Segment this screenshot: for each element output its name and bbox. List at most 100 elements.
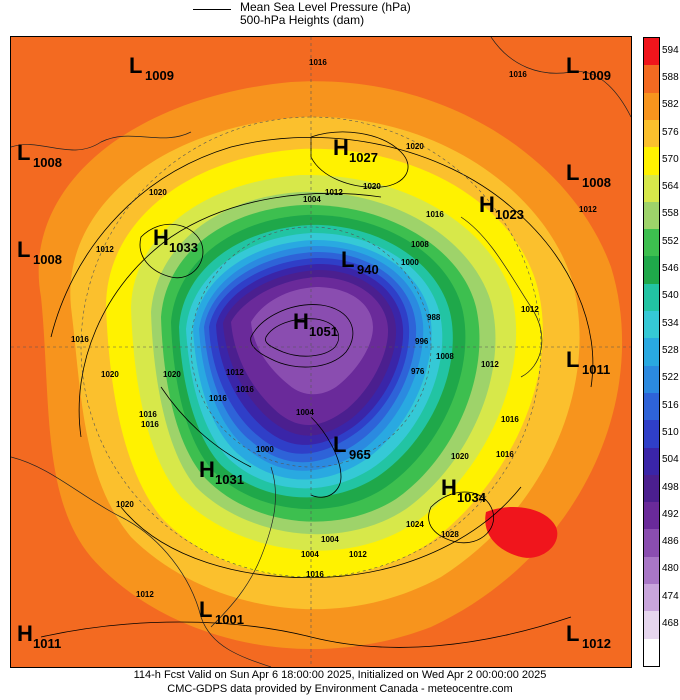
colorbar-swatch: [644, 447, 659, 475]
colorbar-swatch: [644, 556, 659, 585]
colorbar-swatch: [644, 311, 659, 339]
isobar-value-label: 1016: [509, 70, 527, 79]
isobar-value-label: 1024: [406, 520, 424, 529]
isobar-value-label: 1020: [116, 500, 134, 509]
colorbar-label: 582: [662, 99, 679, 111]
colorbar-label: 492: [662, 508, 679, 520]
low-1008-w2-letter: L: [17, 237, 30, 262]
isobar-value-label: 1004: [303, 195, 321, 204]
colorbar-swatch: [644, 638, 659, 666]
coastline: [11, 131, 192, 151]
low-1001-value: 1001: [215, 612, 244, 627]
isobar-value-label: 1020: [149, 188, 167, 197]
isobar-value-label: 1012: [226, 368, 244, 377]
map-footer: 114-h Fcst Valid on Sun Apr 6 18:00:00 2…: [0, 668, 680, 696]
low-1008-e-value: 1008: [582, 175, 611, 190]
isobar-value-label: 1020: [163, 370, 181, 379]
colorbar-label: 594: [662, 44, 679, 56]
high-1051-letter: H: [293, 309, 309, 334]
colorbar-swatch: [644, 611, 659, 639]
low-1008-e-letter: L: [566, 160, 579, 185]
high-1027-value: 1027: [349, 150, 378, 165]
legend-mslp-label: Mean Sea Level Pressure (hPa): [240, 0, 411, 14]
colorbar-swatch: [644, 474, 659, 503]
isobar-value-label: 1012: [579, 205, 597, 214]
isobar-value-label: 1016: [209, 394, 227, 403]
isobar-value-label: 1012: [349, 550, 367, 559]
isobar-value-label: 1016: [496, 450, 514, 459]
colorbar-label: 558: [662, 208, 679, 220]
data-credit-text: CMC-GDPS data provided by Environment Ca…: [167, 683, 513, 695]
colorbar-swatch: [644, 229, 659, 257]
colorbar-swatch: [644, 65, 659, 93]
map-legend-header: Mean Sea Level Pressure (hPa) 500-hPa He…: [0, 0, 680, 34]
height-colorbar: [643, 37, 660, 667]
isobar-value-label: 1004: [301, 550, 319, 559]
isobar-value-label: 1000: [401, 258, 419, 267]
high-1034-letter: H: [441, 475, 457, 500]
isobar-line: [160, 386, 252, 468]
coastlines: [11, 37, 631, 667]
isobar-value-label: 1012: [96, 245, 114, 254]
colorbar-swatch: [644, 147, 659, 175]
colorbar-swatch: [644, 256, 659, 284]
isobar-value-label: 1020: [363, 182, 381, 191]
high-1031-letter: H: [199, 457, 215, 482]
isobar-value-label: 1020: [406, 142, 424, 151]
high-1027-letter: H: [333, 135, 349, 160]
colorbar-label: 498: [662, 481, 679, 493]
isobar-value-label: 1028: [441, 530, 459, 539]
isobar-value-label: 1016: [236, 385, 254, 394]
low-940-value: 940: [357, 262, 379, 277]
colorbar-label: 480: [662, 563, 679, 575]
high-1023-letter: H: [479, 192, 495, 217]
isobar-value-label: 1016: [309, 58, 327, 67]
isobar-line: [428, 491, 494, 544]
isobar-value-label: 1004: [321, 535, 339, 544]
isobar-labels: 1016 1016 1020 1020 1012 1016 1020 1016 1012 1004…: [71, 58, 597, 599]
colorbar-label: 516: [662, 399, 679, 411]
colorbar-swatch: [644, 201, 659, 230]
colorbar-swatch: [644, 529, 659, 557]
isobar-value-label: 1020: [101, 370, 119, 379]
high-1051-value: 1051: [309, 324, 338, 339]
heights-594-area: [485, 507, 558, 558]
legend-heights-label: 500-hPa Heights (dam): [240, 13, 365, 27]
high-1023-value: 1023: [495, 207, 524, 222]
isobar-line: [250, 304, 354, 368]
colorbar-label: 468: [662, 618, 679, 630]
low-1001-letter: L: [199, 597, 212, 622]
colorbar-swatch: [644, 174, 659, 202]
isobar-line: [120, 486, 522, 578]
colorbar-label: 522: [662, 372, 679, 384]
latlon-grid: [11, 37, 631, 667]
isobar-line: [310, 131, 409, 188]
colorbar-label: 564: [662, 181, 679, 193]
colorbar-swatch: [644, 502, 659, 530]
colorbar-label: 486: [662, 536, 679, 548]
isobar-value-label: 1012: [481, 360, 499, 369]
low-1009-ne-letter: L: [566, 53, 579, 78]
isobar-value-label: 1016: [71, 335, 89, 344]
isobar-value-label: 1016: [306, 570, 324, 579]
high-1034-value: 1034: [457, 490, 487, 505]
low-1008-w1-value: 1008: [33, 155, 62, 170]
high-1011-sw-letter: H: [17, 621, 33, 646]
low-1012-se-letter: L: [566, 621, 579, 646]
isobar-value-label: 1004: [296, 408, 314, 417]
isobar-value-label: 976: [411, 367, 425, 376]
isobar-value-label: 1012: [521, 305, 539, 314]
colorbar-label: 510: [662, 426, 679, 438]
low-940-letter: L: [341, 247, 354, 272]
colorbar-label: 546: [662, 263, 679, 275]
coastline: [460, 216, 543, 378]
colorbar-swatch: [644, 365, 659, 393]
colorbar-label: 534: [662, 317, 679, 329]
isobar-value-label: 1016: [501, 415, 519, 424]
low-1009-nw-value: 1009: [145, 68, 174, 83]
coastline: [11, 456, 272, 667]
low-1008-w2-value: 1008: [33, 252, 62, 267]
isobar-value-label: 1012: [136, 590, 154, 599]
